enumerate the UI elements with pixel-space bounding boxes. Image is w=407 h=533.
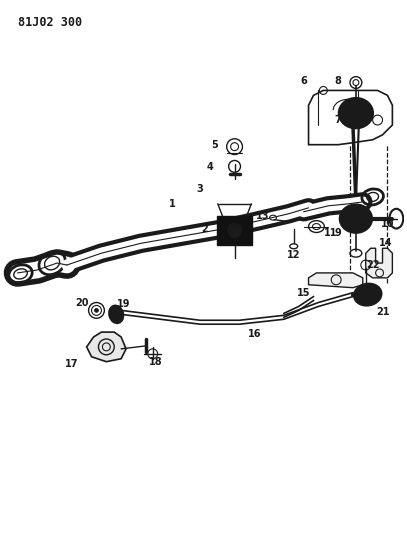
Ellipse shape [354,284,381,305]
Text: 5: 5 [212,140,218,150]
Text: 18: 18 [149,357,162,367]
Polygon shape [87,332,126,362]
Text: 22: 22 [366,260,379,270]
Polygon shape [309,273,363,288]
Text: 81J02 300: 81J02 300 [18,17,82,29]
Polygon shape [366,248,392,278]
Text: 9: 9 [335,229,341,238]
Circle shape [94,309,98,312]
Ellipse shape [340,205,372,232]
Ellipse shape [346,105,366,122]
Text: 20: 20 [75,297,88,308]
Text: 13: 13 [256,211,269,221]
Text: 6: 6 [300,76,307,86]
Text: 8: 8 [335,76,341,86]
Ellipse shape [352,215,360,222]
Ellipse shape [109,305,123,323]
Ellipse shape [359,288,376,302]
Ellipse shape [352,109,360,117]
Text: 2: 2 [201,223,208,233]
Ellipse shape [347,211,365,227]
Circle shape [231,227,239,235]
FancyBboxPatch shape [217,216,252,245]
Circle shape [228,224,241,237]
Text: 11: 11 [324,229,337,238]
Ellipse shape [114,312,118,316]
Text: 17: 17 [65,359,79,369]
Ellipse shape [364,291,371,298]
Text: 12: 12 [287,250,300,260]
Text: 7: 7 [335,115,341,125]
Ellipse shape [339,98,373,128]
Text: 19: 19 [117,300,131,310]
Text: 10: 10 [381,219,394,229]
Text: 1: 1 [169,199,176,209]
Text: 14: 14 [379,238,392,248]
Text: 3: 3 [197,184,204,194]
Ellipse shape [112,310,120,319]
Text: 15: 15 [297,288,311,297]
Text: 21: 21 [376,308,389,317]
Text: 4: 4 [206,163,213,172]
Text: 16: 16 [247,329,261,339]
